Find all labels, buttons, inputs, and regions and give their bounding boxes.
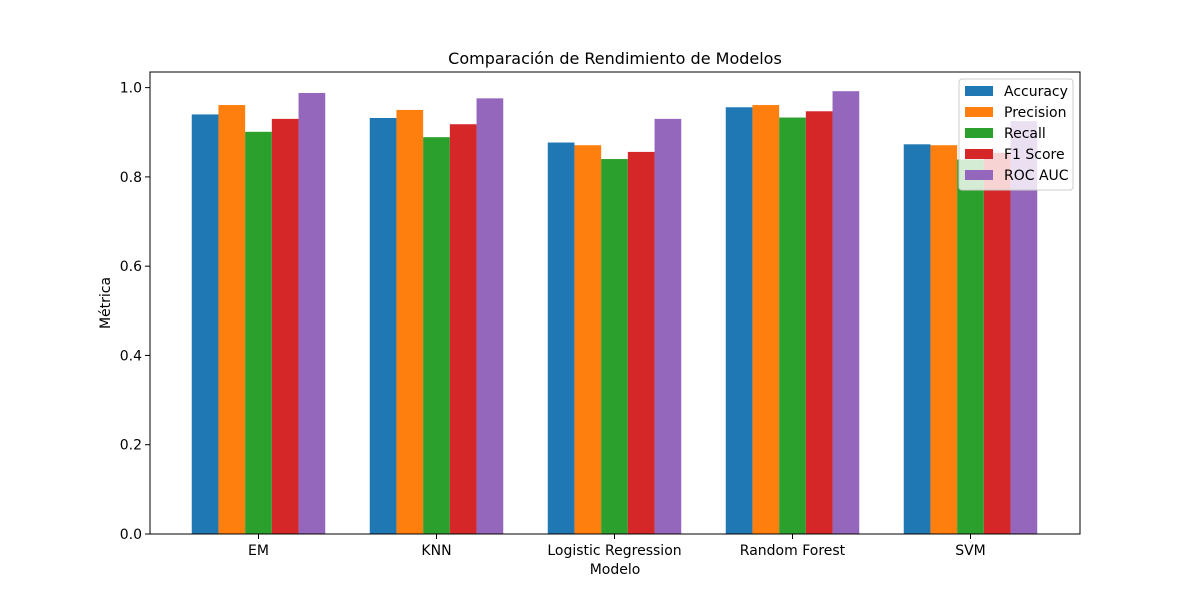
- y-tick-label: 1.0: [120, 81, 142, 97]
- bar-recall-knn: [423, 137, 450, 535]
- bar-f1-score-svm: [983, 152, 1011, 535]
- bars-group: [191, 91, 1038, 535]
- legend-swatch: [965, 149, 993, 159]
- bar-precision-svm: [930, 145, 958, 534]
- bar-roc-auc-knn: [476, 98, 504, 534]
- bar-accuracy-knn: [369, 117, 397, 534]
- x-axis-title: Modelo: [590, 562, 641, 578]
- legend-swatch: [965, 170, 993, 180]
- legend-label: Precision: [1004, 105, 1066, 121]
- legend-box: [958, 78, 1074, 191]
- bar-f1-score-em: [271, 118, 299, 535]
- bar-precision-em: [218, 105, 246, 534]
- x-tick-label: EM: [248, 543, 269, 559]
- y-axis-title: Métrica: [98, 277, 114, 329]
- y-tick-label: 0.2: [120, 438, 142, 454]
- y-tick-label: 0.6: [120, 259, 142, 275]
- y-tick-label: 0.4: [120, 348, 142, 364]
- legend-label: Accuracy: [1004, 84, 1068, 100]
- legend-label: Recall: [1004, 126, 1046, 142]
- bar-recall-logistic-regression: [601, 159, 628, 535]
- legend-swatch: [965, 107, 993, 117]
- bar-roc-auc-em: [298, 92, 326, 534]
- x-tick-label: SVM: [955, 543, 986, 559]
- bar-accuracy-em: [191, 114, 219, 534]
- bar-accuracy-random-forest: [725, 107, 753, 534]
- bar-f1-score-logistic-regression: [627, 151, 655, 534]
- bar-accuracy-logistic-regression: [547, 142, 575, 534]
- y-axis: 0.0 0.2 0.4 0.6 0.8 1.0: [120, 81, 150, 543]
- y-tick-label: 0.8: [120, 170, 142, 186]
- x-tick-label: Logistic Regression: [547, 543, 681, 559]
- x-tick-label: Random Forest: [740, 543, 846, 559]
- bar-precision-random-forest: [752, 105, 780, 534]
- legend-label: F1 Score: [1004, 147, 1065, 163]
- x-tick-label: KNN: [421, 543, 451, 559]
- bar-recall-svm: [957, 159, 984, 535]
- bar-precision-knn: [396, 109, 424, 534]
- legend-label: ROC AUC: [1004, 168, 1069, 184]
- legend-swatch: [965, 86, 993, 96]
- y-tick-label: 0.0: [120, 527, 142, 543]
- bar-recall-em: [245, 131, 272, 534]
- bar-accuracy-svm: [903, 144, 931, 534]
- bar-recall-random-forest: [779, 117, 806, 534]
- bar-roc-auc-logistic-regression: [654, 118, 682, 535]
- chart-title: Comparación de Rendimiento de Modelos: [448, 49, 782, 68]
- bar-roc-auc-random-forest: [832, 91, 860, 534]
- legend-swatch: [965, 128, 993, 138]
- bar-f1-score-knn: [449, 124, 477, 534]
- bar-precision-logistic-regression: [574, 145, 602, 534]
- bar-f1-score-random-forest: [805, 111, 833, 534]
- legend: Accuracy Precision Recall F1 Score ROC AUC: [958, 78, 1074, 191]
- x-axis: EM KNN Logistic Regression Random Forest SVM: [248, 534, 986, 559]
